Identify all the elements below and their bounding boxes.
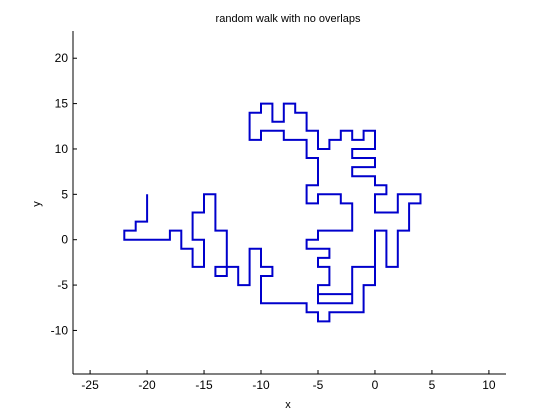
plot-area — [123, 102, 422, 323]
y-tick-label: 10 — [55, 142, 69, 156]
series-line — [123, 102, 422, 323]
y-tick-label: 15 — [55, 97, 69, 111]
x-tick-label: -10 — [252, 378, 270, 392]
x-tick-label: -5 — [313, 378, 324, 392]
x-tick-label: -25 — [81, 378, 99, 392]
y-tick-label: 0 — [61, 233, 68, 247]
y-tick-label: 5 — [61, 187, 68, 201]
chart-title: random walk with no overlaps — [216, 13, 361, 25]
y-tick-label: -10 — [51, 323, 69, 337]
x-axis-label: x — [285, 399, 291, 411]
x-tick-label: -15 — [195, 378, 213, 392]
axes: -25 -20 -15 -10 -5 0 5 10 -10 -5 0 5 10 15 20 — [51, 31, 506, 392]
y-tick-label: 20 — [55, 51, 69, 65]
x-tick-label: 10 — [482, 378, 496, 392]
x-tick-label: -20 — [138, 378, 156, 392]
y-tick-label: -5 — [57, 278, 68, 292]
y-axis-label: y — [31, 201, 43, 207]
x-tick-label: 5 — [429, 378, 436, 392]
x-tick-label: 0 — [372, 378, 379, 392]
